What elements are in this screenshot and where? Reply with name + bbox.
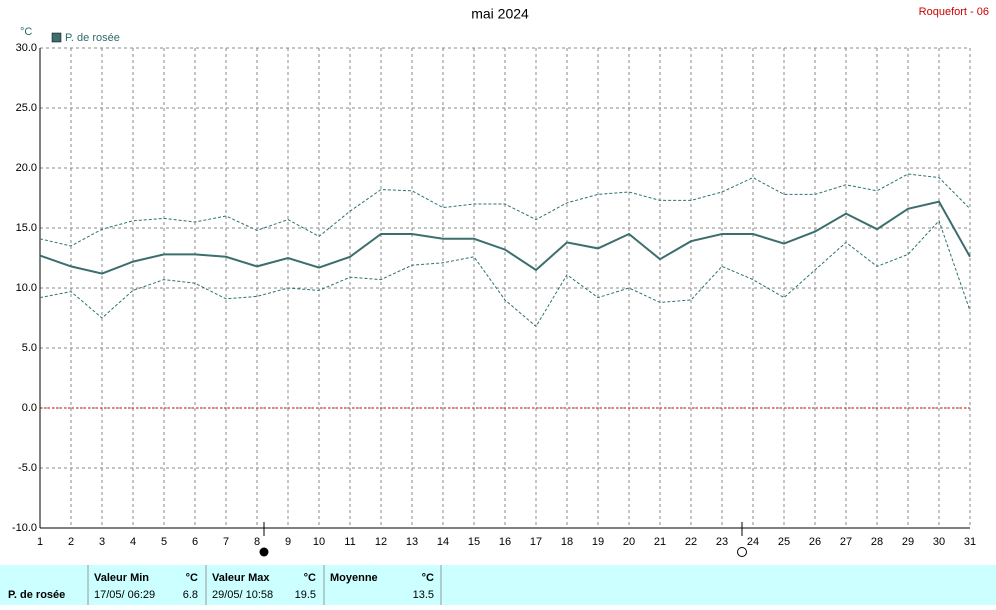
range-line xyxy=(39,219,971,328)
x-tick-label: 11 xyxy=(344,536,355,548)
x-tick-label: 19 xyxy=(592,536,604,548)
y-tick-label: -10.0 xyxy=(12,522,37,534)
x-tick-label: 29 xyxy=(902,536,914,548)
header: Moyenne xyxy=(330,572,378,584)
y-tick-label: -5.0 xyxy=(18,462,37,474)
date: 29/05/ 10:58 xyxy=(212,589,273,601)
x-tick-label: 31 xyxy=(964,536,976,548)
y-tick-label: 10.0 xyxy=(16,282,37,294)
x-tick-label: 21 xyxy=(654,536,666,548)
new-moon xyxy=(259,547,269,557)
x-tick-label: 6 xyxy=(192,536,198,548)
y-tick-label: 15.0 xyxy=(16,222,37,234)
unit: °C xyxy=(304,572,316,584)
header: Valeur Min xyxy=(94,572,149,584)
x-tick-label: 4 xyxy=(130,536,136,548)
x-tick-label: 12 xyxy=(375,536,387,548)
row-label: P. de rosée xyxy=(8,589,65,601)
chart-title: mai 2024 xyxy=(471,6,529,22)
x-tick-label: 8 xyxy=(254,536,260,548)
x-tick-label: 27 xyxy=(840,536,852,548)
x-tick-label: 9 xyxy=(285,536,291,548)
y-axis-label: °C xyxy=(20,26,32,38)
x-tick-label: 5 xyxy=(161,536,167,548)
table-bg xyxy=(0,565,996,605)
x-tick-label: 24 xyxy=(747,536,759,548)
x-tick-label: 25 xyxy=(778,536,790,548)
x-tick-label: 18 xyxy=(561,536,573,548)
x-tick-label: 26 xyxy=(809,536,821,548)
y-tick-label: 5.0 xyxy=(22,342,37,354)
header: Valeur Max xyxy=(212,572,270,584)
x-tick-label: 3 xyxy=(99,536,105,548)
legend-label: P. de rosée xyxy=(65,32,120,44)
x-tick-label: 16 xyxy=(499,536,511,548)
unit: °C xyxy=(422,572,434,584)
date: 17/05/ 06:29 xyxy=(94,589,155,601)
x-tick-label: 13 xyxy=(406,536,418,548)
series-line xyxy=(39,200,971,275)
x-tick-label: 15 xyxy=(468,536,480,548)
x-tick-label: 30 xyxy=(933,536,945,548)
y-tick-label: 0.0 xyxy=(22,402,37,414)
x-tick-label: 14 xyxy=(437,536,449,548)
x-tick-label: 10 xyxy=(313,536,325,548)
legend-swatch xyxy=(51,32,62,43)
x-tick-label: 20 xyxy=(623,536,635,548)
stats-table: P. de rosée Valeur Min °C 17/05/ 06:29 6… xyxy=(0,565,996,605)
station: Roquefort - 06 xyxy=(919,6,989,18)
range-line xyxy=(39,173,971,247)
x-tick-label: 23 xyxy=(716,536,728,548)
value: 13.5 xyxy=(413,589,434,601)
x-tick-label: 17 xyxy=(530,536,542,548)
value: 19.5 xyxy=(295,589,316,601)
x-tick-label: 1 xyxy=(37,536,43,548)
x-tick-label: 7 xyxy=(223,536,229,548)
x-tick-label: 2 xyxy=(68,536,74,548)
y-tick-label: 20.0 xyxy=(16,162,37,174)
value: 6.8 xyxy=(183,589,198,601)
x-tick-label: 22 xyxy=(685,536,697,548)
x-tick-label: 28 xyxy=(871,536,883,548)
full-moon xyxy=(737,547,747,557)
unit: °C xyxy=(186,572,198,584)
y-tick-label: 30.0 xyxy=(16,42,37,54)
y-tick-label: 25.0 xyxy=(16,102,37,114)
